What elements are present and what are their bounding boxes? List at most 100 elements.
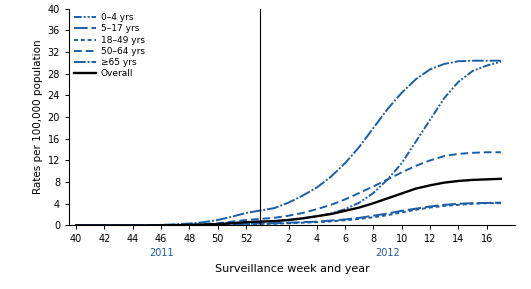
Overall xyxy=(384,197,391,200)
18–49 yrs xyxy=(215,223,221,227)
≥65 yrs xyxy=(158,223,164,227)
18–49 yrs xyxy=(328,220,334,223)
50–64 yrs xyxy=(299,211,306,215)
0–4 yrs xyxy=(144,224,150,227)
50–64 yrs xyxy=(115,224,122,227)
50–64 yrs xyxy=(469,151,476,155)
50–64 yrs xyxy=(271,216,278,220)
5–17 yrs xyxy=(115,224,122,227)
5–17 yrs xyxy=(229,223,235,226)
18–49 yrs xyxy=(186,223,193,227)
≥65 yrs xyxy=(498,59,504,62)
≥65 yrs xyxy=(370,126,376,129)
0–4 yrs xyxy=(158,224,164,227)
0–4 yrs xyxy=(427,118,433,121)
0–4 yrs xyxy=(115,224,122,227)
18–49 yrs xyxy=(384,213,391,217)
5–17 yrs xyxy=(370,214,376,217)
18–49 yrs xyxy=(441,204,448,208)
Overall xyxy=(186,223,193,227)
50–64 yrs xyxy=(427,159,433,162)
Text: 2011: 2011 xyxy=(149,248,174,258)
50–64 yrs xyxy=(215,222,221,225)
5–17 yrs xyxy=(73,224,79,227)
18–49 yrs xyxy=(413,208,419,212)
50–64 yrs xyxy=(441,154,448,158)
Overall xyxy=(87,224,93,227)
0–4 yrs xyxy=(87,224,93,227)
18–49 yrs xyxy=(229,223,235,226)
≥65 yrs xyxy=(356,145,363,149)
5–17 yrs xyxy=(469,201,476,205)
Overall xyxy=(399,192,405,195)
≥65 yrs xyxy=(87,224,93,227)
Overall xyxy=(356,206,363,209)
≥65 yrs xyxy=(427,68,433,71)
18–49 yrs xyxy=(271,222,278,225)
50–64 yrs xyxy=(413,164,419,168)
18–49 yrs xyxy=(455,203,461,207)
0–4 yrs xyxy=(413,140,419,143)
≥65 yrs xyxy=(243,211,249,215)
Overall xyxy=(413,187,419,190)
≥65 yrs xyxy=(144,223,150,227)
0–4 yrs xyxy=(243,221,249,224)
0–4 yrs xyxy=(384,178,391,181)
0–4 yrs xyxy=(229,222,235,225)
≥65 yrs xyxy=(342,161,348,165)
≥65 yrs xyxy=(413,77,419,81)
50–64 yrs xyxy=(314,208,320,211)
18–49 yrs xyxy=(484,201,490,205)
≥65 yrs xyxy=(484,59,490,62)
18–49 yrs xyxy=(314,221,320,224)
50–64 yrs xyxy=(384,178,391,181)
Overall xyxy=(215,222,221,226)
0–4 yrs xyxy=(271,219,278,223)
50–64 yrs xyxy=(399,171,405,174)
50–64 yrs xyxy=(158,223,164,227)
18–49 yrs xyxy=(342,218,348,222)
50–64 yrs xyxy=(342,198,348,201)
5–17 yrs xyxy=(87,224,93,227)
0–4 yrs xyxy=(342,208,348,211)
5–17 yrs xyxy=(498,201,504,204)
≥65 yrs xyxy=(101,224,108,227)
0–4 yrs xyxy=(101,224,108,227)
0–4 yrs xyxy=(469,69,476,73)
≥65 yrs xyxy=(285,201,292,204)
18–49 yrs xyxy=(469,202,476,205)
50–64 yrs xyxy=(229,220,235,223)
Overall xyxy=(370,201,376,205)
5–17 yrs xyxy=(299,221,306,224)
Overall xyxy=(314,214,320,218)
Line: 0–4 yrs: 0–4 yrs xyxy=(76,62,501,225)
Overall xyxy=(455,179,461,183)
Overall xyxy=(299,217,306,220)
0–4 yrs xyxy=(455,80,461,84)
5–17 yrs xyxy=(413,207,419,210)
0–4 yrs xyxy=(215,222,221,226)
≥65 yrs xyxy=(299,194,306,197)
≥65 yrs xyxy=(172,223,178,226)
Line: 50–64 yrs: 50–64 yrs xyxy=(76,152,501,225)
50–64 yrs xyxy=(328,203,334,207)
Overall xyxy=(427,184,433,187)
Legend: 0–4 yrs, 5–17 yrs, 18–49 yrs, 50–64 yrs, ≥65 yrs, Overall: 0–4 yrs, 5–17 yrs, 18–49 yrs, 50–64 yrs,… xyxy=(72,11,147,80)
≥65 yrs xyxy=(200,221,207,224)
5–17 yrs xyxy=(342,218,348,221)
50–64 yrs xyxy=(243,218,249,222)
Y-axis label: Rates per 100,000 population: Rates per 100,000 population xyxy=(33,40,44,194)
18–49 yrs xyxy=(285,222,292,225)
50–64 yrs xyxy=(200,222,207,226)
0–4 yrs xyxy=(285,218,292,222)
Overall xyxy=(144,224,150,227)
18–49 yrs xyxy=(243,222,249,226)
5–17 yrs xyxy=(200,223,207,227)
Overall xyxy=(229,222,235,225)
50–64 yrs xyxy=(356,191,363,195)
Overall xyxy=(498,177,504,181)
≥65 yrs xyxy=(271,206,278,210)
18–49 yrs xyxy=(427,206,433,209)
0–4 yrs xyxy=(356,201,363,204)
Overall xyxy=(484,178,490,181)
